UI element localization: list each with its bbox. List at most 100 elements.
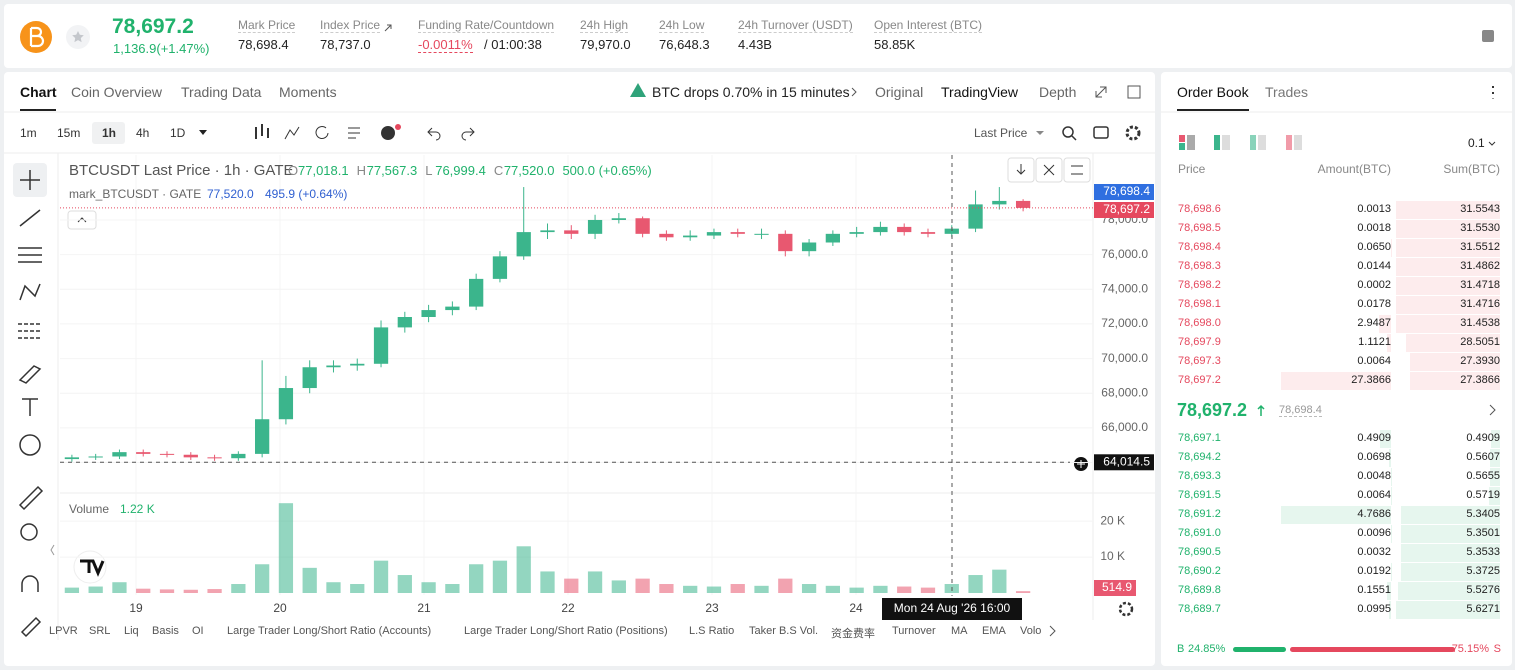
button[interactable] [1063,157,1091,183]
candle-icon[interactable] [255,124,269,139]
crosshair-tool[interactable] [20,170,40,190]
channel-tool[interactable] [18,247,42,263]
y-tick-label: 72,000.0 [1101,316,1148,330]
indicator[interactable]: MA [951,625,968,637]
book-sum: 0.5719 [1466,489,1500,501]
line-tool[interactable] [19,209,41,227]
ruler-tool[interactable] [18,485,44,511]
book-price[interactable]: 78,694.2 [1178,451,1221,463]
view-tab[interactable]: Depth [1039,84,1077,100]
book-tab[interactable]: Trades [1265,84,1309,100]
book-price[interactable]: 78,698.1 [1178,298,1221,310]
book-tab[interactable]: Order Book [1177,84,1249,100]
book-price[interactable]: 78,698.6 [1178,203,1221,215]
crosshair-add [1077,460,1085,468]
replay-icon[interactable] [315,126,329,139]
book-price[interactable]: 78,698.0 [1178,317,1221,329]
indicator[interactable]: LPVR [49,625,78,637]
candle-chart: 19202122232464,000.066,000.068,000.070,0… [60,153,1155,620]
book-price[interactable]: 78,693.3 [1178,470,1221,482]
tab[interactable]: Moments [279,84,337,100]
candle-body [469,278,484,307]
dropdown[interactable] [1036,131,1044,135]
indicator[interactable]: Large Trader Long/Short Ratio (Positions… [464,625,668,637]
brush-tool[interactable] [18,365,42,384]
book-price[interactable]: 78,697.1 [1178,432,1221,444]
tab[interactable]: Chart [20,84,57,100]
indicator[interactable]: L.S Ratio [689,625,735,637]
interval[interactable]: 4h [136,126,150,140]
dropdown[interactable] [199,130,207,135]
indicator[interactable]: Liq [124,625,139,637]
view-tab[interactable]: TradingView [941,84,1019,100]
emoji-tool[interactable] [19,434,41,456]
book-price[interactable]: 78,698.4 [1178,241,1221,253]
window-icon[interactable] [1127,85,1141,99]
indicator[interactable]: OI [192,625,204,637]
side-icon[interactable] [1482,30,1494,42]
pattern-tool[interactable] [19,283,41,301]
volume-bar [587,571,603,593]
candle-body [302,367,317,389]
view-tab[interactable]: Original [875,84,924,100]
indicator[interactable]: Turnover [892,625,936,637]
camera-icon[interactable] [1093,126,1109,139]
indicator[interactable]: EMA [982,625,1006,637]
zoom-tool[interactable] [20,523,38,541]
volume-bar [492,560,508,593]
book-price[interactable]: 78,698.3 [1178,260,1221,272]
collapse[interactable] [50,544,55,556]
book-price[interactable]: 78,689.8 [1178,584,1221,596]
tab[interactable]: Trading Data [181,84,262,100]
expand-icon[interactable] [1095,86,1107,98]
book-price[interactable]: 78,698.2 [1178,279,1221,291]
book-price[interactable]: 78,691.2 [1178,508,1221,520]
text-tool[interactable] [22,398,38,416]
book-price[interactable]: 78,697.9 [1178,336,1221,348]
settings-icon[interactable] [1125,125,1141,141]
interval[interactable]: 15m [57,126,81,140]
book-price[interactable]: 78,691.5 [1178,489,1221,501]
fib-tool[interactable] [18,323,42,339]
dropdown[interactable] [1488,141,1496,146]
price-tag-label: 78,698.4 [1103,184,1150,198]
book-price[interactable]: 78,690.2 [1178,565,1221,577]
interval[interactable]: 1m [20,126,37,140]
indicator[interactable]: Large Trader Long/Short Ratio (Accounts) [227,625,432,637]
chevron[interactable] [1049,625,1056,637]
indicator-icon[interactable] [284,126,300,140]
chevron[interactable] [1489,404,1496,416]
book-price[interactable]: 78,697.2 [1178,374,1221,386]
indicator[interactable]: SRL [89,625,111,637]
tab[interactable]: Coin Overview [71,84,163,100]
book-price[interactable]: 78,691.0 [1178,527,1221,539]
stat-label: 24h Low [659,18,705,33]
template-icon[interactable] [348,127,360,139]
pen-tool[interactable] [20,616,42,638]
depth-bar [1490,430,1500,448]
undo-icon[interactable] [427,127,441,141]
search-icon[interactable] [1062,126,1074,138]
indicator[interactable]: Basis [152,625,179,637]
price-type[interactable]: Last Price [974,126,1028,140]
book-price[interactable]: 78,690.5 [1178,546,1221,558]
alert-add-icon[interactable] [381,126,395,140]
interval[interactable]: 1D [170,126,186,140]
precision[interactable]: 0.1 [1468,136,1485,150]
magnet-tool[interactable] [21,575,39,592]
interval[interactable]: 1h [102,126,117,140]
book-sum: 31.5543 [1460,203,1500,215]
indicator[interactable]: Volo [1020,625,1042,637]
alert[interactable]: BTC drops 0.70% in 15 minutes [652,84,850,100]
price-tag [1094,202,1154,218]
volume-bar [231,584,246,593]
x-tick-label: 19 [129,601,143,615]
book-price[interactable]: 78,697.3 [1178,355,1221,367]
indicator[interactable]: 资金费率 [831,628,875,640]
volume-bar [516,546,531,593]
settings-icon[interactable] [1118,601,1134,617]
redo-icon[interactable] [461,127,475,141]
indicator[interactable]: Taker B.S Vol. [749,625,819,637]
book-price[interactable]: 78,689.7 [1178,603,1221,615]
book-price[interactable]: 78,698.5 [1178,222,1221,234]
